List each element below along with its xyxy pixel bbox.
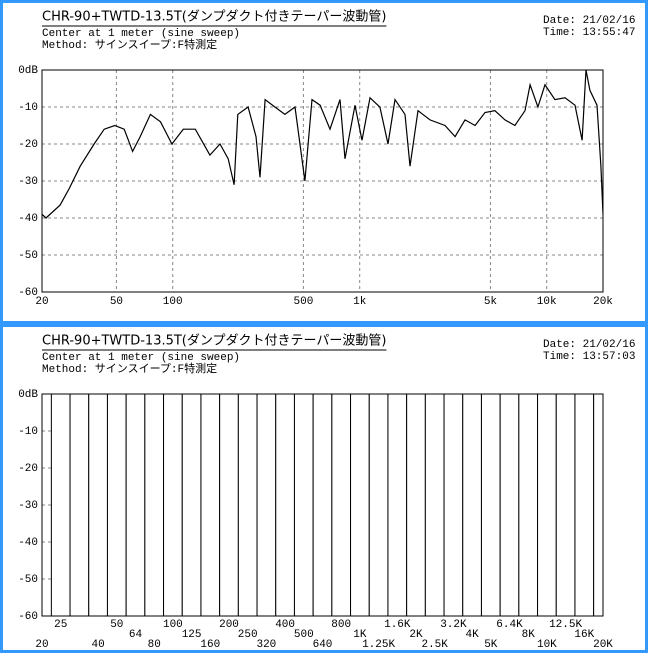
bar — [406, 394, 426, 616]
date: Date: 21/02/16 — [543, 339, 635, 351]
subtitle: Center at 1 meter (sine sweep) — [42, 352, 240, 364]
bar — [69, 394, 90, 616]
y-tick-label: -20 — [18, 463, 38, 475]
bar — [219, 394, 239, 616]
y-tick-label: -40 — [18, 537, 38, 549]
x-tick-label: 1K — [353, 629, 367, 641]
x-tick-label: 4K — [465, 629, 479, 641]
x-tick-label: 250 — [238, 629, 258, 641]
x-tick-label: 10k — [537, 296, 557, 308]
bar — [350, 394, 370, 616]
x-tick-label: 20 — [35, 296, 48, 308]
bar — [88, 394, 108, 616]
bar — [462, 394, 482, 616]
x-tick-label: 5K — [484, 639, 498, 651]
bar — [50, 394, 71, 616]
x-tick-label: 20K — [593, 639, 613, 651]
x-tick-label: 80 — [148, 639, 161, 651]
x-tick-label: 16K — [574, 629, 594, 641]
response-line — [42, 70, 603, 219]
y-tick-label: -10 — [18, 426, 38, 438]
y-tick-label: -60 — [18, 611, 38, 623]
x-tick-label: 800 — [331, 619, 351, 631]
x-tick-label: 10K — [537, 639, 557, 651]
y-tick-label: -50 — [18, 250, 38, 262]
bar — [537, 394, 557, 616]
y-tick-label: -20 — [18, 139, 38, 151]
x-tick-label: 6.4K — [496, 619, 523, 631]
bar — [106, 394, 127, 616]
x-tick-label: 500 — [294, 629, 314, 641]
method: Method: サインスイープ:F特測定 — [42, 361, 217, 376]
bar — [144, 394, 165, 616]
bar — [424, 394, 445, 616]
x-tick-label: 100 — [163, 619, 183, 631]
x-tick-label: 12.5K — [549, 619, 582, 631]
x-tick-label: 100 — [163, 296, 183, 308]
x-tick-label: 20 — [35, 639, 48, 651]
y-tick-label: -10 — [18, 102, 38, 114]
panel — [3, 3, 645, 321]
x-tick-label: 3.2K — [440, 619, 467, 631]
y-tick-label: -40 — [18, 213, 38, 225]
y-tick-label: -30 — [18, 176, 38, 188]
chart-title: CHR-90+TWTD-13.5T(ダンプダクト付きテーパー波動管) — [42, 334, 386, 349]
x-tick-label: 200 — [219, 619, 239, 631]
bar — [200, 394, 221, 616]
date: Date: 21/02/16 — [543, 15, 635, 27]
x-tick-label: 1.25K — [362, 639, 395, 651]
plot-frame — [41, 69, 604, 293]
x-tick-label: 8K — [522, 629, 536, 641]
plot-frame — [41, 393, 604, 617]
x-tick-label: 40 — [91, 639, 104, 651]
x-tick-label: 2K — [409, 629, 423, 641]
bar — [293, 394, 314, 616]
x-tick-label: 125 — [182, 629, 202, 641]
y-tick-label: -30 — [18, 500, 38, 512]
x-tick-label: 500 — [294, 296, 314, 308]
method: Method: サインスイープ:F特測定 — [42, 37, 217, 52]
bar — [331, 394, 352, 616]
bar — [443, 394, 464, 616]
bar — [125, 394, 146, 616]
bar — [163, 394, 183, 616]
bar — [368, 394, 389, 616]
x-tick-label: 640 — [313, 639, 333, 651]
y-tick-label: 0dB — [18, 389, 38, 401]
x-tick-label: 320 — [256, 639, 276, 651]
time: Time: 13:55:47 — [543, 27, 635, 39]
x-tick-label: 5k — [484, 296, 498, 308]
x-tick-label: 160 — [200, 639, 220, 651]
bar — [387, 394, 408, 616]
bar — [256, 394, 277, 616]
subtitle: Center at 1 meter (sine sweep) — [42, 28, 240, 40]
bar — [480, 394, 501, 616]
bar — [555, 394, 576, 616]
bar — [574, 394, 595, 616]
x-tick-label: 50 — [110, 296, 123, 308]
bar — [237, 394, 258, 616]
x-tick-label: 1.6K — [384, 619, 411, 631]
bar — [181, 394, 202, 616]
bar — [312, 394, 333, 616]
y-tick-label: 0dB — [18, 65, 38, 77]
y-tick-label: -50 — [18, 574, 38, 586]
bar — [275, 394, 295, 616]
x-tick-label: 64 — [129, 629, 143, 641]
bar — [593, 394, 603, 616]
y-tick-label: -60 — [18, 287, 38, 299]
x-tick-label: 400 — [275, 619, 295, 631]
chart-title: CHR-90+TWTD-13.5T(ダンプダクト付きテーパー波動管) — [42, 10, 386, 25]
bar — [499, 394, 520, 616]
x-tick-label: 50 — [110, 619, 123, 631]
bar — [518, 394, 539, 616]
x-tick-label: 25 — [54, 619, 67, 631]
time: Time: 13:57:03 — [543, 351, 635, 363]
x-tick-label: 20k — [593, 296, 613, 308]
x-tick-label: 2.5K — [421, 639, 448, 651]
x-tick-label: 1k — [353, 296, 367, 308]
